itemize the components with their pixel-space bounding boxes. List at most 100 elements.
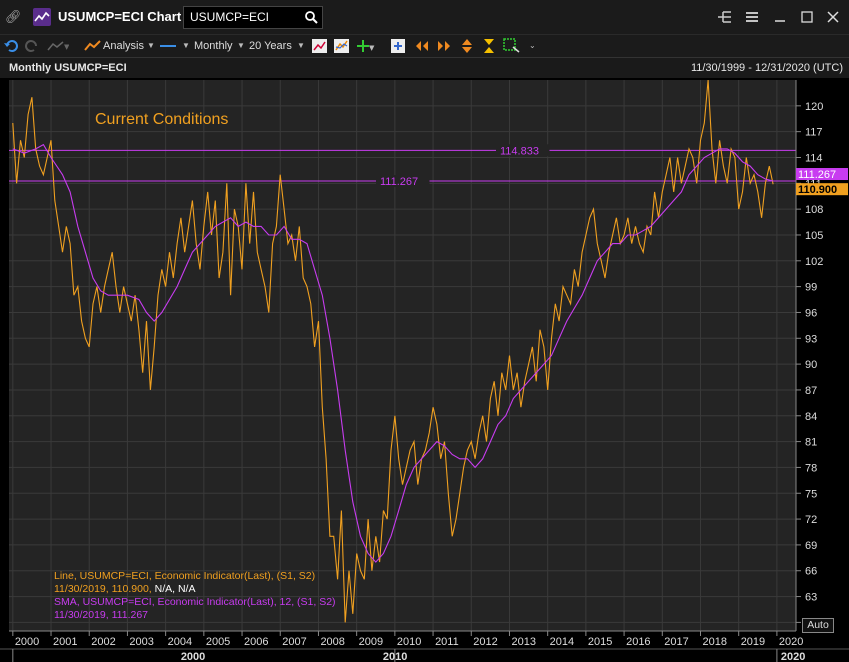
y-tick-label: 93: [805, 333, 817, 345]
x-tick-label: 2017: [664, 636, 688, 648]
reference-line-label: 111.267: [380, 176, 418, 188]
x-tick-label: 2013: [511, 636, 535, 648]
legend-line-extra: N/A, N/A: [154, 583, 196, 595]
y-tick-label: 81: [805, 437, 817, 449]
layout-tree-icon[interactable]: [714, 6, 736, 28]
maximize-icon[interactable]: [796, 6, 818, 28]
x-tick-label: 2012: [473, 636, 497, 648]
x-tick-label: 2001: [53, 636, 77, 648]
y-tick-label: 63: [805, 592, 817, 604]
plot-area[interactable]: [9, 80, 796, 631]
decade-label: 2010: [383, 651, 407, 662]
x-tick-label: 2015: [588, 636, 612, 648]
ric-search-box[interactable]: [183, 6, 323, 29]
zoom-in-icon[interactable]: [459, 38, 475, 54]
y-tick-label: 120: [805, 101, 823, 113]
x-tick-label: 2014: [550, 636, 574, 648]
decade-label: 2020: [781, 651, 805, 662]
analysis-button[interactable]: Analysis: [103, 40, 144, 52]
link-icon[interactable]: 🔗︎: [5, 9, 22, 24]
y-tick-label: 114: [805, 152, 823, 164]
line-color-dropdown-icon[interactable]: ▼: [182, 41, 190, 50]
minimize-icon[interactable]: [769, 6, 791, 28]
x-tick-label: 2000: [15, 636, 39, 648]
crosshair-icon[interactable]: ▼: [355, 38, 375, 54]
y-tick-label: 75: [805, 488, 817, 500]
x-tick-label: 2002: [91, 636, 115, 648]
chart-legend: Line, USUMCP=ECI, Economic Indicator(Las…: [54, 570, 336, 622]
redo-icon[interactable]: [24, 38, 40, 54]
legend-line-series: Line, USUMCP=ECI, Economic Indicator(Las…: [54, 570, 316, 582]
close-icon[interactable]: [822, 6, 844, 28]
chart-header: Monthly USUMCP=ECI 11/30/1999 - 12/31/20…: [0, 58, 849, 79]
series-lines: [12, 79, 774, 623]
search-icon[interactable]: [304, 10, 318, 24]
x-tick-label: 2019: [741, 636, 765, 648]
gridlines: [9, 80, 796, 631]
y-tick-label: 72: [805, 514, 817, 526]
last-value-badge: [796, 168, 848, 181]
chart-app-icon: [33, 8, 51, 26]
range-select[interactable]: 20 Years: [249, 40, 292, 52]
y-tick-label: 96: [805, 307, 817, 319]
y-tick-label: 69: [805, 540, 817, 552]
y-tick-label: 66: [805, 566, 817, 578]
svg-text:▼: ▼: [369, 44, 375, 52]
zoom-out-icon[interactable]: [481, 38, 497, 54]
title-bar: 🔗︎ USUMCP=ECI Chart: [0, 0, 849, 35]
interval-dropdown-icon[interactable]: ▼: [237, 41, 245, 50]
chart-date-range: 11/30/1999 - 12/31/2020 (UTC): [690, 62, 843, 74]
y-tick-label: 90: [805, 359, 817, 371]
y-tick-label: 78: [805, 462, 817, 474]
x-tick-label: 2004: [168, 636, 192, 648]
y-tick-label: 102: [805, 256, 823, 268]
auto-scale-button[interactable]: Auto: [802, 618, 834, 633]
more-tools-icon[interactable]: ⌄: [529, 41, 536, 50]
chart-toolbar: ▼ Analysis ▼ ▼ Monthly ▼ 20 Years ▼ ▼ ⌄: [0, 35, 849, 58]
x-tick-label: 2011: [435, 636, 459, 648]
line-color-icon[interactable]: [158, 38, 178, 54]
last-value-labels: 111.267 110.900: [796, 168, 848, 196]
x-tick-label: 2006: [244, 636, 268, 648]
x-tick-label: 2007: [282, 636, 306, 648]
x-tick-label: 2005: [206, 636, 230, 648]
range-dropdown-icon[interactable]: ▼: [297, 41, 305, 50]
x-tick-label: 2020: [779, 636, 803, 648]
x-tick-label: 2009: [359, 636, 383, 648]
compare-icon[interactable]: [333, 38, 350, 54]
chart-annotation: Current Conditions: [95, 111, 228, 128]
legend-sma-values: 11/30/2019, 111.267: [54, 609, 149, 621]
chart-title: Monthly USUMCP=ECI: [9, 62, 127, 74]
interval-select[interactable]: Monthly: [194, 40, 233, 52]
line-style-icon[interactable]: ▼: [47, 38, 69, 54]
y-tick-label: 105: [805, 230, 823, 242]
window-title: USUMCP=ECI Chart: [58, 9, 182, 24]
reference-line-label: 114.833: [500, 145, 539, 157]
x-axis: 2000 2001 2002 2003 2004 2005 2006 2007 2008 2009…: [0, 630, 849, 662]
legend-line-date: 11/30/2019,: [54, 583, 109, 595]
x-tick-label: 2016: [626, 636, 650, 648]
y-tick-label: 117: [805, 127, 823, 139]
ric-search-input[interactable]: [190, 9, 298, 25]
scroll-right-icon[interactable]: [436, 38, 452, 54]
legend-line-values: 11/30/2019, 110.900, N/A, N/A: [54, 583, 336, 596]
add-indicator-icon[interactable]: [390, 38, 406, 54]
last-value-label: 110.900: [798, 184, 837, 196]
select-zoom-icon[interactable]: [503, 38, 521, 54]
chart-type-icon[interactable]: [311, 38, 328, 54]
series-line: [12, 79, 774, 623]
x-tick-label: 2010: [397, 636, 421, 648]
x-tick-label: 2008: [320, 636, 344, 648]
x-tick-label: 2003: [129, 636, 153, 648]
decade-label: 2000: [181, 651, 205, 662]
y-tick-label: 87: [805, 385, 817, 397]
analysis-icon[interactable]: [84, 38, 102, 54]
y-tick-label: 99: [805, 282, 817, 294]
x-tick-label: 2018: [702, 636, 726, 648]
undo-icon[interactable]: [3, 38, 19, 54]
analysis-dropdown-icon[interactable]: ▼: [147, 41, 155, 50]
scroll-left-icon[interactable]: [414, 38, 430, 54]
legend-sma-series: SMA, USUMCP=ECI, Economic Indicator(Last…: [54, 596, 336, 608]
menu-icon[interactable]: [741, 6, 763, 28]
